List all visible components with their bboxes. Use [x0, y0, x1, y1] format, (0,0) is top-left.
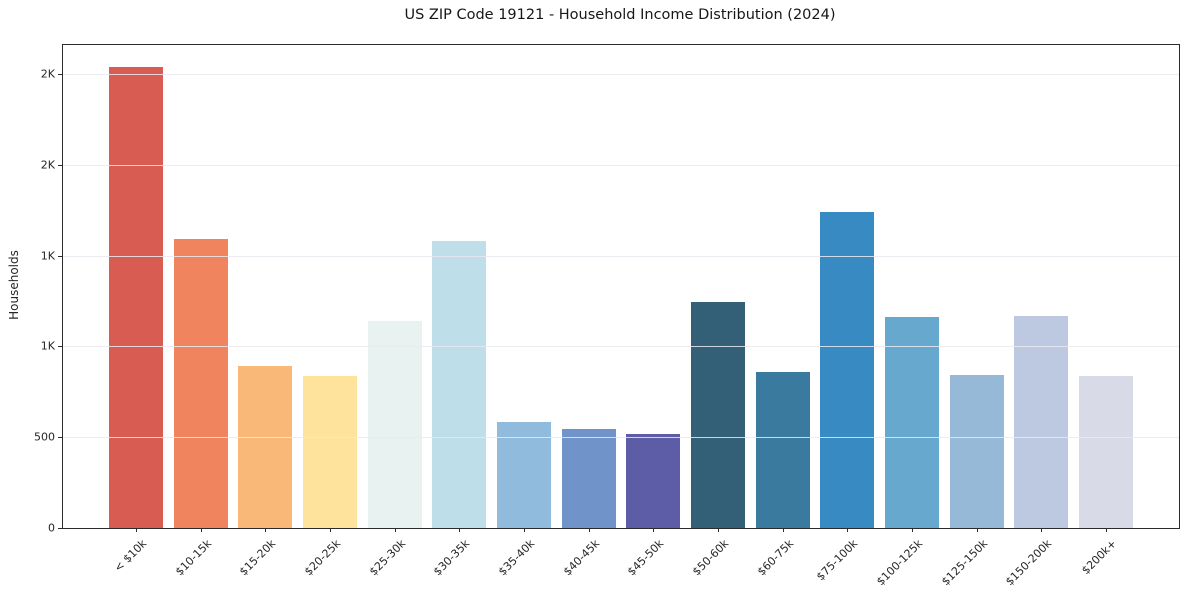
- x-tick-label: $30-35k: [431, 537, 473, 579]
- y-tick-label: 1K: [40, 339, 55, 353]
- x-tick-mark: [847, 528, 849, 532]
- y-tick-label: 2K: [40, 158, 55, 172]
- x-tick-label: $150-200k: [1003, 537, 1055, 589]
- x-tick-label: $25-30k: [366, 537, 408, 579]
- y-tick-label: 2K: [40, 67, 55, 81]
- y-tick-label: 500: [34, 430, 55, 444]
- x-tick-mark: [912, 528, 913, 532]
- x-tick-label: $20-25k: [301, 537, 344, 579]
- x-tick-mark: [394, 528, 396, 532]
- x-tick-label: $125-150k: [938, 537, 990, 589]
- x-tick-mark: [136, 528, 137, 532]
- bar-$125-150k: [949, 374, 1004, 528]
- x-tick-mark: [459, 528, 461, 532]
- x-tick-label: $200k+: [1079, 537, 1120, 578]
- y-tick-label: 0: [48, 521, 55, 535]
- y-tick-mark: [58, 74, 62, 76]
- x-tick-label: $75-100k: [814, 537, 861, 584]
- x-tick-label: $15-20k: [237, 537, 279, 579]
- bar-$60-75k: [755, 371, 810, 528]
- x-tick-mark: [330, 528, 331, 532]
- bar-$35-40k: [497, 421, 551, 528]
- bar-$45-50k: [626, 433, 681, 528]
- x-tick-mark: [782, 528, 784, 532]
- gridline: [63, 255, 1179, 257]
- y-tick-label: 1K: [40, 249, 55, 263]
- bar-$20-25k: [303, 375, 357, 528]
- bar-$200k+: [1079, 376, 1133, 528]
- bar-< $10k: [109, 66, 163, 528]
- x-tick-label: $10-15k: [172, 537, 214, 579]
- gridline: [63, 346, 1179, 348]
- bar-$10-15k: [173, 239, 228, 528]
- gridline: [63, 164, 1179, 166]
- x-tick-mark: [653, 528, 655, 532]
- bar-$75-100k: [820, 212, 875, 528]
- x-tick-label: < $10k: [111, 537, 150, 575]
- x-tick-label: $60-75k: [754, 537, 796, 579]
- bar-$100-125k: [885, 317, 939, 528]
- gridline: [63, 74, 1179, 76]
- y-tick-mark: [58, 346, 62, 348]
- x-tick-label: $100-125k: [874, 537, 926, 589]
- gridline: [63, 437, 1179, 439]
- x-tick-mark: [718, 528, 719, 532]
- y-tick-mark: [58, 528, 62, 529]
- x-tick-mark: [976, 528, 978, 532]
- x-tick-label: $50-60k: [689, 537, 732, 579]
- x-tick-mark: [200, 528, 202, 532]
- x-tick-mark: [265, 528, 267, 532]
- plot-area: < $10k $10-15k $15-20k $20-25k $25-30k $30-35…: [34, 44, 1180, 588]
- x-tick-mark: [588, 528, 590, 532]
- x-tick-label: $40-45k: [560, 537, 602, 579]
- chart-title: US ZIP Code 19121 - Household Income Dis…: [404, 7, 836, 23]
- bar-$50-60k: [691, 301, 745, 528]
- bar-$30-35k: [432, 241, 487, 528]
- bar-$150-200k: [1014, 315, 1069, 528]
- y-tick-mark: [58, 255, 62, 257]
- x-tick-mark: [1041, 528, 1043, 532]
- bar-$40-45k: [561, 429, 616, 528]
- y-tick-mark: [58, 164, 62, 166]
- x-tick-mark: [1106, 528, 1107, 532]
- bar-$25-30k: [367, 321, 422, 528]
- y-tick-mark: [58, 437, 62, 439]
- x-tick-mark: [524, 528, 525, 532]
- x-tick-label: $35-40k: [495, 537, 538, 579]
- x-tick-label: $45-50k: [625, 537, 667, 579]
- bar-$15-20k: [238, 366, 293, 528]
